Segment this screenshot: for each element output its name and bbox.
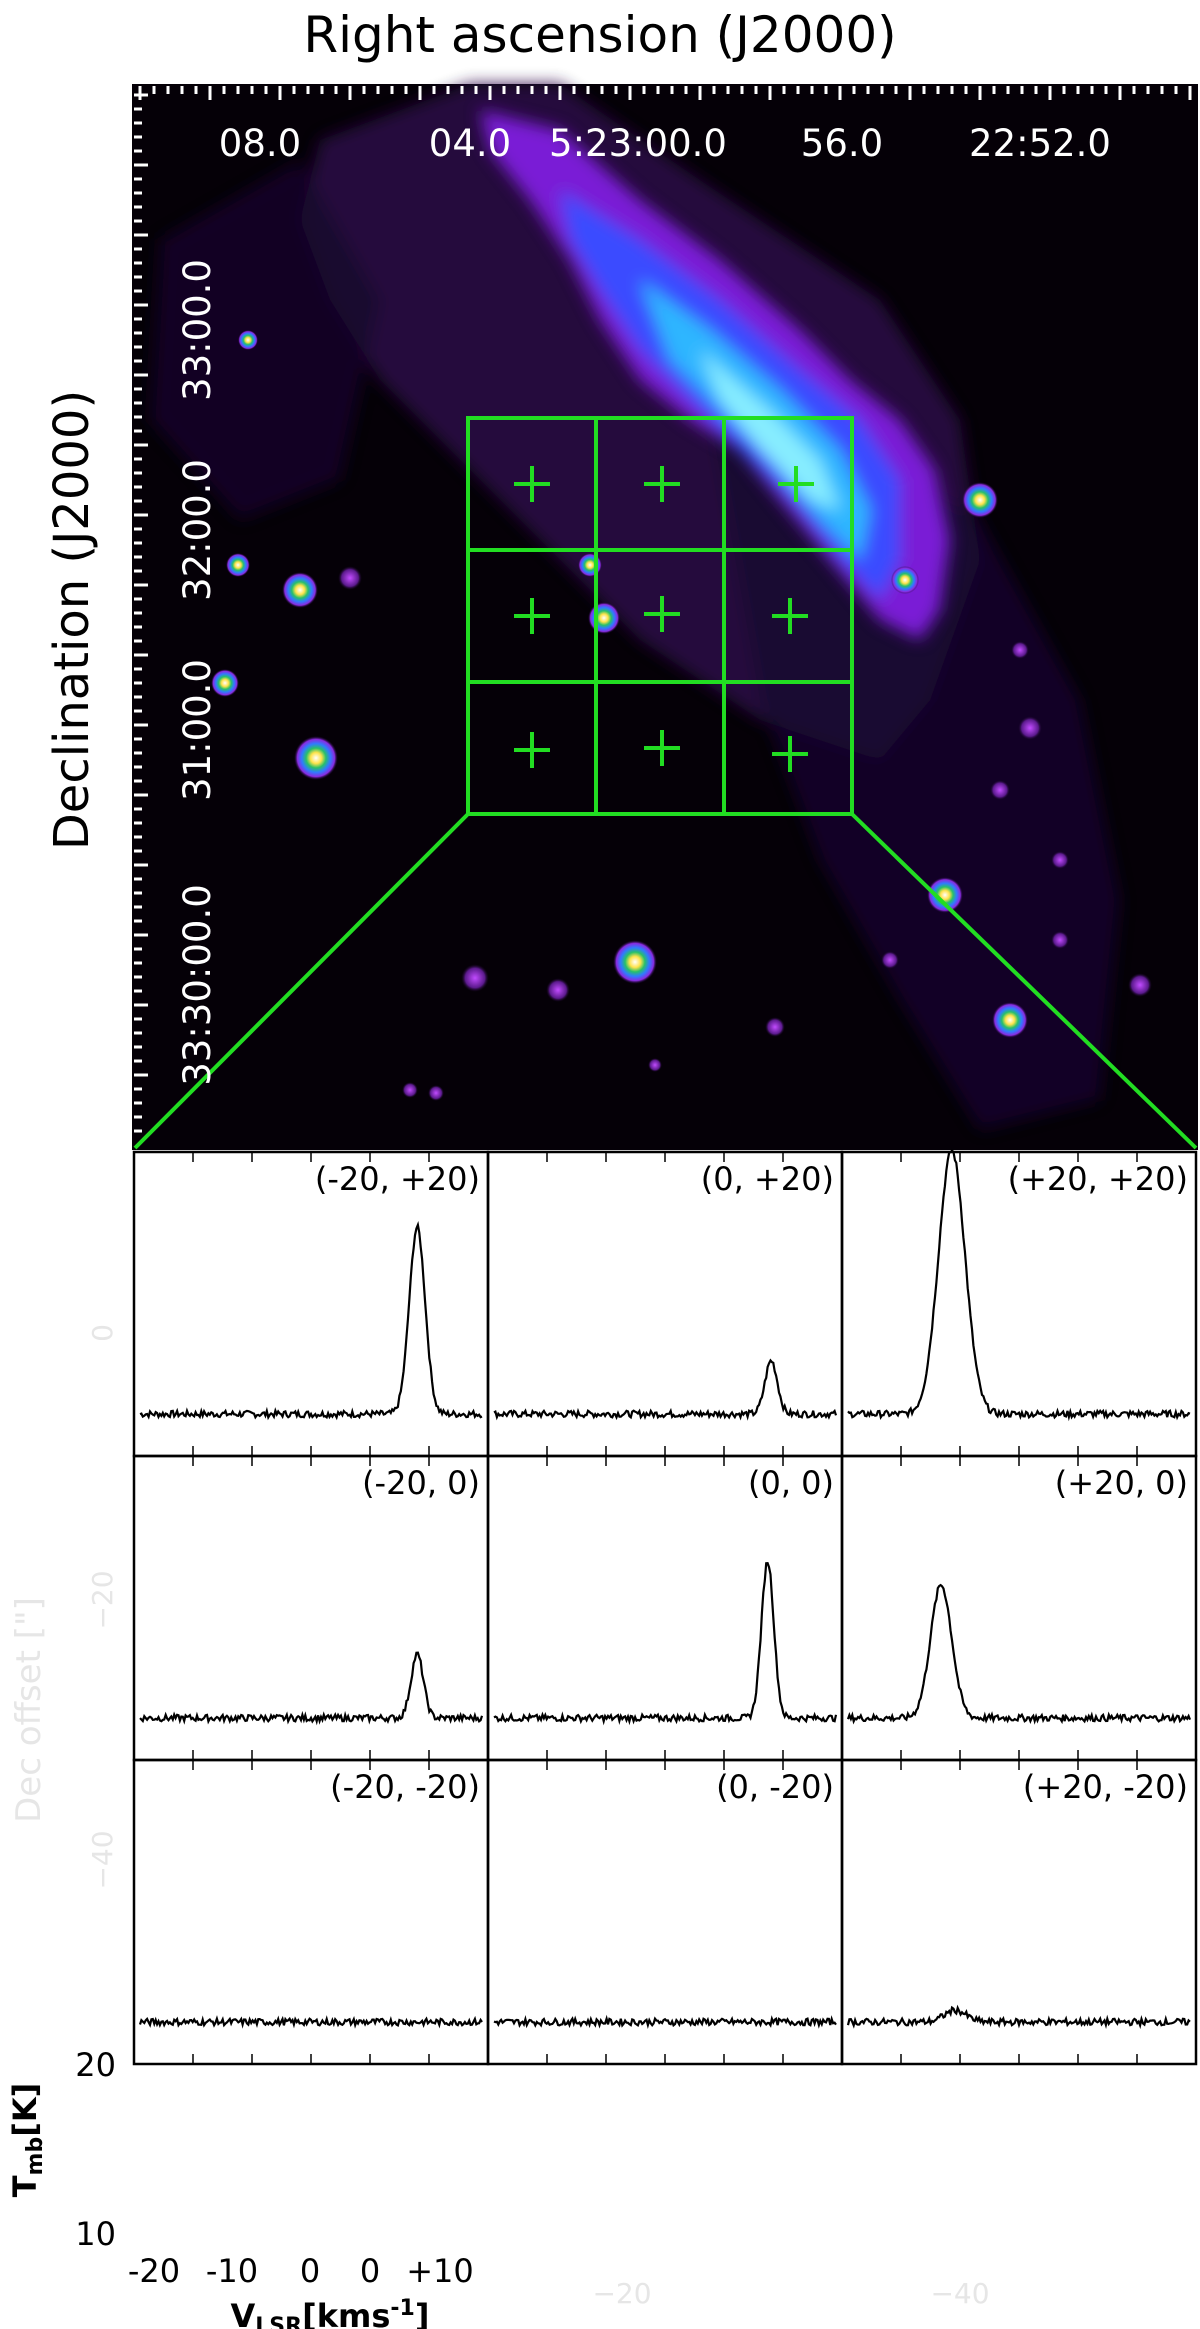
star xyxy=(1051,931,1069,949)
star xyxy=(927,877,963,913)
star xyxy=(402,1082,418,1098)
star xyxy=(238,330,258,350)
panel-offset-label: (0, 0) xyxy=(748,1464,834,1502)
dec-tick-label: 33:30:00.0 xyxy=(176,884,219,1085)
star xyxy=(1018,716,1042,740)
beam-crosses xyxy=(514,466,814,772)
spectrum-line xyxy=(847,1149,1191,1422)
vlsr-tick-label: 0 xyxy=(300,2252,320,2290)
panel-offset-label: (+20, -20) xyxy=(1023,1768,1188,1806)
spectrum-line xyxy=(846,2004,1191,2030)
faint-tick: −40 xyxy=(86,1830,119,1889)
spectrum-line xyxy=(846,1583,1192,1725)
star xyxy=(226,553,250,577)
zoom-line-left xyxy=(133,812,470,1150)
star xyxy=(992,1002,1028,1038)
cross-marker xyxy=(514,732,550,768)
star xyxy=(428,1085,444,1101)
faint-tick: 0 xyxy=(86,1324,119,1342)
sky-image: 08.0 04.0 5:23:00.0 56.0 22:52.0 33:00.0… xyxy=(132,84,1198,1150)
dec-tick-labels: 33:00.0 32:00.0 31:00.0 33:30:00.0 xyxy=(176,259,219,1086)
star xyxy=(613,940,657,984)
star xyxy=(1051,851,1069,869)
ra-tick-label: 22:52.0 xyxy=(969,122,1111,165)
dec-tick-label: 32:00.0 xyxy=(176,459,219,601)
tmb-axis: 20 10 Tmb[K] xyxy=(6,2046,116,2253)
spectrum-line xyxy=(139,1220,483,1421)
cross-marker xyxy=(514,598,550,634)
cross-marker xyxy=(644,466,680,502)
stars xyxy=(211,330,1152,1101)
vlsr-tick-label: -10 xyxy=(206,2252,258,2290)
beam-grid xyxy=(133,416,1198,1150)
panel-offset-label: (-20, -20) xyxy=(330,1768,480,1806)
ra-tick-label: 08.0 xyxy=(219,122,301,165)
dec-tick-label: 33:00.0 xyxy=(176,259,219,401)
spectrum-line xyxy=(493,2014,837,2030)
faint-dec-offset-label: Dec offset ["] xyxy=(9,1597,49,1823)
panel-offset-label: (+20, 0) xyxy=(1055,1464,1188,1502)
star xyxy=(1128,973,1152,997)
tmb-axis-title: Tmb[K] xyxy=(6,2083,48,2198)
star xyxy=(765,1017,785,1037)
faint-tick: −20 xyxy=(592,2277,651,2310)
cross-marker xyxy=(644,596,680,632)
cross-marker xyxy=(772,598,808,634)
panel-offset-label: (-20, 0) xyxy=(362,1464,480,1502)
tmb-tick-label: 10 xyxy=(75,2215,116,2253)
dec-axis-title: Declination (J2000) xyxy=(44,390,100,850)
vlsr-tick-label: +10 xyxy=(406,2252,474,2290)
vlsr-tick-label: 0 xyxy=(360,2252,380,2290)
star xyxy=(648,1058,662,1072)
panel-offset-label: (-20, +20) xyxy=(315,1160,480,1198)
ra-tick-label: 04.0 xyxy=(429,122,511,165)
vlsr-axis-title: VLSR[kms-1] xyxy=(231,2296,430,2329)
cross-marker xyxy=(772,736,808,772)
grid-outer-box xyxy=(466,416,854,816)
spectrum-line xyxy=(139,1651,484,1726)
cross-marker xyxy=(514,466,550,502)
ra-tick-label: 56.0 xyxy=(801,122,883,165)
cross-marker xyxy=(644,730,680,766)
star xyxy=(881,951,899,969)
star xyxy=(461,964,489,992)
cross-marker xyxy=(778,466,814,502)
panel-offset-label: (0, +20) xyxy=(701,1160,834,1198)
frame-ticks xyxy=(134,86,1192,1133)
faint-tick: −40 xyxy=(930,2277,989,2310)
star xyxy=(1011,641,1029,659)
star xyxy=(546,978,570,1002)
ra-tick-label: 5:23:00.0 xyxy=(549,122,727,165)
panel-offset-label: (+20, +20) xyxy=(1008,1160,1188,1198)
ra-tick-labels: 08.0 04.0 5:23:00.0 56.0 22:52.0 xyxy=(219,122,1111,165)
star xyxy=(294,736,338,780)
cloud-haze xyxy=(150,84,1120,1130)
star xyxy=(338,566,362,590)
star xyxy=(578,553,602,577)
faint-tick: −20 xyxy=(86,1570,119,1629)
spectra-grid: (-20, +20) (0, +20) (+20, +20) (-20, 0) (0, … xyxy=(132,1149,1198,2066)
star xyxy=(891,566,919,594)
panel-offset-label: (0, -20) xyxy=(716,1768,834,1806)
star xyxy=(990,780,1010,800)
dec-tick-label: 31:00.0 xyxy=(176,659,219,801)
star xyxy=(962,482,998,518)
star xyxy=(588,602,620,634)
spectrum-line xyxy=(493,1562,838,1726)
ra-axis-title: Right ascension (J2000) xyxy=(303,6,896,64)
spectrum-line xyxy=(493,1358,838,1421)
tmb-tick-label: 20 xyxy=(75,2046,116,2084)
zoom-line-right xyxy=(850,812,1198,1150)
vlsr-tick-label: -20 xyxy=(128,2252,180,2290)
star xyxy=(282,572,318,608)
faint-ghost-labels: Dec offset ["] 0 −20 −40 −20 −40 xyxy=(9,1324,990,2310)
star xyxy=(211,669,239,697)
spectrum-line xyxy=(138,2015,483,2029)
vlsr-axis: -20 -10 0 0 +10 VLSR[kms-1] xyxy=(128,2252,474,2329)
